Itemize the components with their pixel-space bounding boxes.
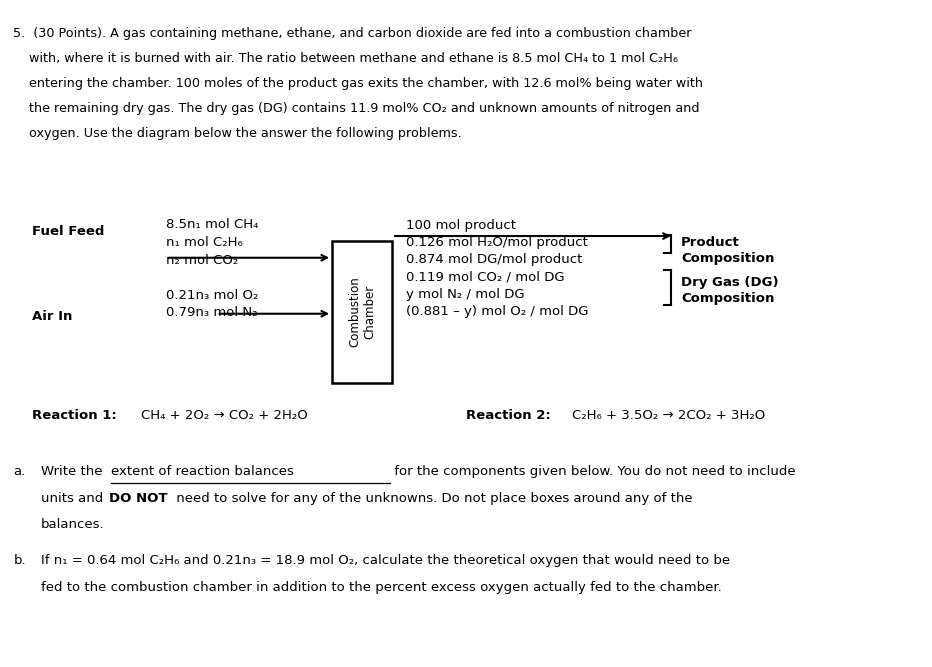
Text: C₂H₆ + 3.5O₂ → 2CO₂ + 3H₂O: C₂H₆ + 3.5O₂ → 2CO₂ + 3H₂O: [572, 410, 765, 422]
Text: extent of reaction balances: extent of reaction balances: [111, 466, 295, 478]
Text: Composition: Composition: [681, 252, 774, 265]
Text: oxygen. Use the diagram below the answer the following problems.: oxygen. Use the diagram below the answer…: [13, 127, 462, 140]
Text: Combustion
Chamber: Combustion Chamber: [348, 277, 377, 348]
Text: Fuel Feed: Fuel Feed: [32, 225, 104, 238]
Text: y mol N₂ / mol DG: y mol N₂ / mol DG: [406, 288, 525, 301]
Text: n₂ mol CO₂: n₂ mol CO₂: [166, 254, 238, 267]
Text: balances.: balances.: [41, 518, 104, 531]
Bar: [332, 241, 392, 383]
Text: n₁ mol C₂H₆: n₁ mol C₂H₆: [166, 236, 242, 249]
Text: Write the: Write the: [41, 466, 107, 478]
Text: 100 mol product: 100 mol product: [406, 219, 516, 232]
Text: Composition: Composition: [681, 292, 774, 305]
Text: b.: b.: [13, 554, 26, 567]
Text: Air In: Air In: [32, 310, 73, 323]
Text: CH₄ + 2O₂ → CO₂ + 2H₂O: CH₄ + 2O₂ → CO₂ + 2H₂O: [141, 410, 308, 422]
Text: 0.874 mol DG/mol product: 0.874 mol DG/mol product: [406, 253, 582, 266]
Text: 0.126 mol H₂O/mol product: 0.126 mol H₂O/mol product: [406, 236, 588, 249]
Text: for the components given below. You do not need to include: for the components given below. You do n…: [391, 466, 796, 478]
Text: Dry Gas (DG): Dry Gas (DG): [681, 276, 779, 289]
Text: with, where it is burned with air. The ratio between methane and ethane is 8.5 m: with, where it is burned with air. The r…: [13, 52, 678, 65]
Text: Product: Product: [681, 236, 740, 249]
Text: 8.5n₁ mol CH₄: 8.5n₁ mol CH₄: [166, 218, 258, 231]
Text: 0.79n₃ mol N₂: 0.79n₃ mol N₂: [166, 307, 257, 319]
Text: Reaction 2:: Reaction 2:: [466, 410, 551, 422]
Text: units and: units and: [41, 492, 107, 504]
Text: If n₁ = 0.64 mol C₂H₆ and 0.21n₃ = 18.9 mol O₂, calculate the theoretical oxygen: If n₁ = 0.64 mol C₂H₆ and 0.21n₃ = 18.9 …: [41, 554, 731, 567]
Text: 0.119 mol CO₂ / mol DG: 0.119 mol CO₂ / mol DG: [406, 271, 565, 284]
Text: need to solve for any of the unknowns. Do not place boxes around any of the: need to solve for any of the unknowns. D…: [172, 492, 692, 504]
Text: 0.21n₃ mol O₂: 0.21n₃ mol O₂: [166, 289, 258, 301]
Text: entering the chamber. 100 moles of the product gas exits the chamber, with 12.6 : entering the chamber. 100 moles of the p…: [13, 77, 704, 90]
Text: DO NOT: DO NOT: [108, 492, 167, 504]
Text: Reaction 1:: Reaction 1:: [32, 410, 116, 422]
Text: (0.881 – y) mol O₂ / mol DG: (0.881 – y) mol O₂ / mol DG: [406, 305, 588, 318]
Text: fed to the combustion chamber in addition to the percent excess oxygen actually : fed to the combustion chamber in additio…: [41, 580, 722, 594]
Text: a.: a.: [13, 466, 26, 478]
Text: 5.  (30 Points). A gas containing methane, ethane, and carbon dioxide are fed in: 5. (30 Points). A gas containing methane…: [13, 27, 692, 40]
Text: the remaining dry gas. The dry gas (DG) contains 11.9 mol% CO₂ and unknown amoun: the remaining dry gas. The dry gas (DG) …: [13, 102, 700, 115]
